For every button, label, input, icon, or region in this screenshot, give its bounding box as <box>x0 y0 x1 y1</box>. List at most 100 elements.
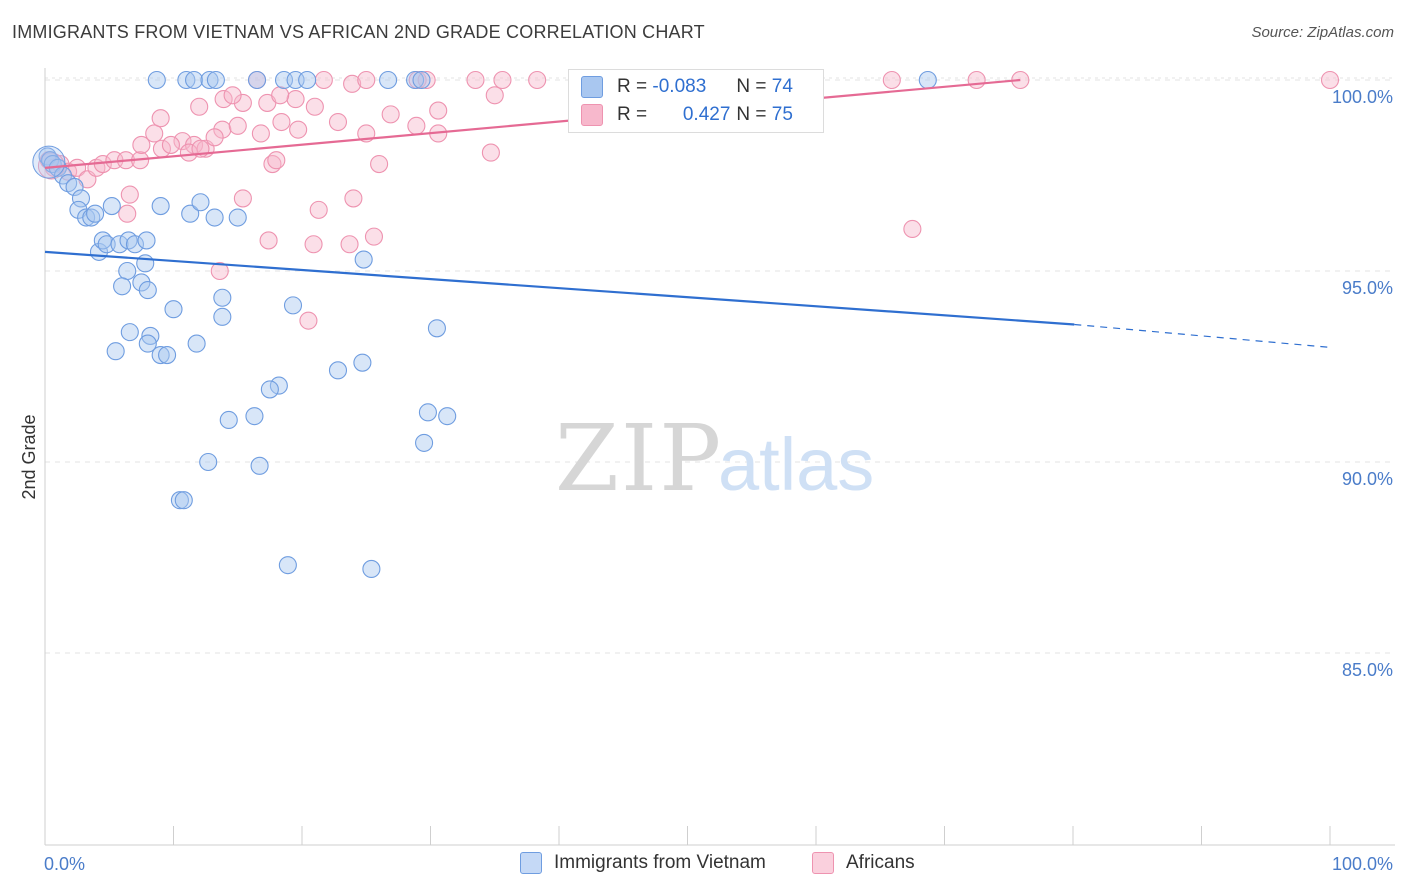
vietnam-point <box>65 177 84 197</box>
vietnam-point <box>102 197 121 216</box>
legend-item-vietnam: Immigrants from Vietnam <box>520 852 766 874</box>
africans-point <box>289 120 308 139</box>
vietnam-point <box>151 345 170 365</box>
stats-row-vietnam: R = -0.083 N = 74 <box>581 73 793 101</box>
africans-point <box>299 311 318 330</box>
vietnam-point <box>328 361 348 380</box>
vietnam-point <box>106 342 125 361</box>
x-tick-label: 0.0% <box>44 854 85 874</box>
vietnam-point <box>406 70 425 90</box>
vietnam-point <box>298 70 317 90</box>
africans-point <box>1320 70 1340 90</box>
africans-point <box>179 143 198 162</box>
stats-legend: R = -0.083 N = 74 R = 0.427 N = 75 <box>568 69 824 133</box>
vietnam-point <box>260 380 279 399</box>
africans-point <box>903 219 922 239</box>
vietnam-point <box>354 250 373 269</box>
africans-point <box>364 227 384 246</box>
grid-lines <box>45 77 1395 654</box>
africans-point <box>370 154 389 174</box>
vietnam-point <box>353 353 372 372</box>
africans-point <box>328 112 348 132</box>
x-tick-label: 100.0% <box>1332 854 1393 874</box>
africans-point <box>271 86 290 105</box>
n-value-vietnam: 74 <box>771 76 793 97</box>
africans-point <box>205 128 224 147</box>
axes <box>44 68 1395 846</box>
vietnam-point <box>269 376 288 395</box>
y-tick-label: 100.0% <box>1332 87 1393 107</box>
n-value-africans: 75 <box>771 104 793 125</box>
bottom-legend: Immigrants from Vietnam Africans <box>0 852 1406 878</box>
tick-labels: 100.0% 95.0% 90.0% 85.0% 0.0% 100.0% <box>44 87 1393 874</box>
africans-point <box>145 124 164 143</box>
watermark: ZIP atlas <box>555 405 874 512</box>
vietnam-point <box>250 456 269 475</box>
africans-point <box>233 93 252 112</box>
stats-swatch-pink <box>581 104 603 126</box>
africans-point <box>343 74 362 93</box>
vietnam-point <box>379 70 398 90</box>
vietnam-point <box>213 307 232 326</box>
vietnam-point <box>110 235 129 254</box>
africans-point <box>314 70 333 90</box>
vietnam-point <box>181 204 200 223</box>
africans-point <box>305 97 324 116</box>
africans-point <box>528 70 547 90</box>
vietnam-point <box>120 323 139 342</box>
vietnam-point <box>228 208 247 227</box>
vietnam-point <box>278 556 297 575</box>
africans-trend-line <box>44 78 1021 169</box>
africans-point <box>407 116 426 135</box>
africans-point <box>309 200 328 219</box>
vietnam-trend-line <box>44 250 1075 326</box>
africans-point <box>466 70 485 90</box>
africans-point <box>882 70 901 90</box>
africans-point <box>223 86 242 105</box>
africans-point <box>259 231 278 250</box>
vietnam-points <box>32 70 937 579</box>
y-tick-label: 85.0% <box>1342 660 1393 680</box>
africans-point <box>485 86 504 105</box>
africans-point <box>340 235 359 254</box>
vietnam-trend-extension <box>1074 323 1331 348</box>
africans-point <box>304 235 323 254</box>
r-label: R = <box>617 104 648 125</box>
legend-swatch-blue <box>520 852 542 874</box>
vietnam-point <box>213 288 232 307</box>
africans-point <box>190 97 209 116</box>
vietnam-point <box>200 70 219 90</box>
vietnam-point <box>187 334 206 353</box>
vietnam-point <box>247 70 267 90</box>
n-label: N = <box>736 76 767 97</box>
vietnam-point <box>427 319 446 338</box>
africans-point <box>267 151 286 170</box>
africans-point <box>251 124 270 143</box>
vietnam-point <box>199 452 218 472</box>
vietnam-point <box>206 70 225 90</box>
vietnam-point <box>136 254 155 273</box>
vietnam-point <box>283 296 303 315</box>
vietnam-point <box>137 231 156 250</box>
vietnam-point <box>97 235 116 254</box>
africans-point <box>120 185 139 204</box>
legend-swatch-pink <box>812 852 834 874</box>
vietnam-point <box>438 407 457 426</box>
africans-point <box>233 189 252 208</box>
africans-point <box>481 143 500 162</box>
africans-point <box>381 105 400 124</box>
africans-point <box>272 112 291 132</box>
r-value-vietnam: -0.083 <box>652 76 707 97</box>
africans-point <box>286 90 305 109</box>
vietnam-point <box>138 281 157 300</box>
vietnam-point <box>418 403 437 422</box>
y-tick-label: 90.0% <box>1342 469 1393 489</box>
vietnam-point <box>177 70 196 90</box>
trend-lines <box>44 78 1331 348</box>
africans-point <box>967 70 986 90</box>
vietnam-point <box>113 277 132 296</box>
africans-point <box>493 70 512 90</box>
vietnam-point <box>191 193 210 212</box>
vietnam-point <box>77 208 96 227</box>
